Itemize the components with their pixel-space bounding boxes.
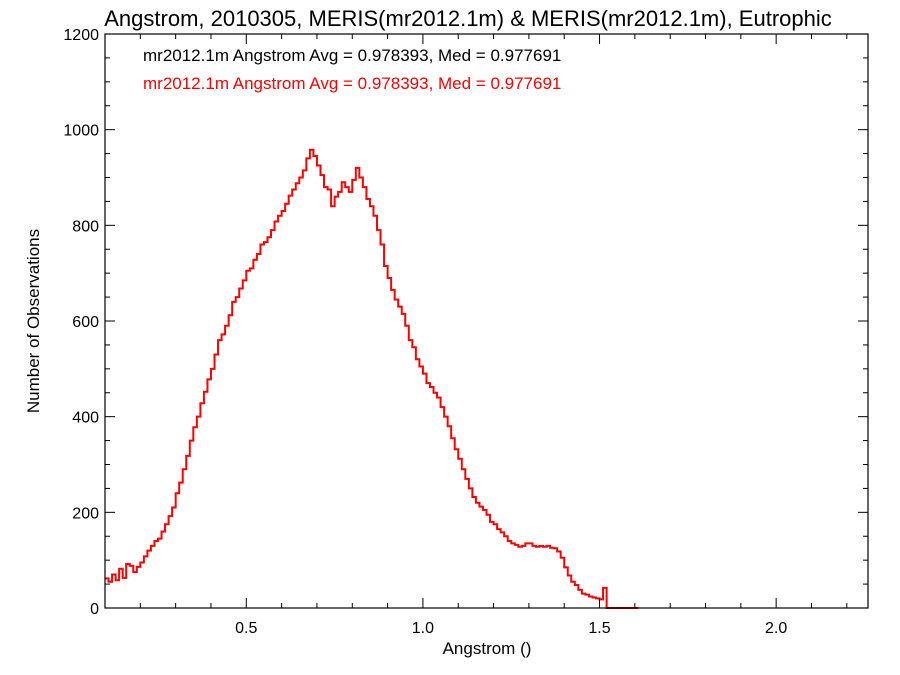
legend-entry: mr2012.1m Angstrom Avg = 0.978393, Med =… bbox=[143, 46, 561, 65]
plot-area: 0.5 1.0 1.5 2.0 0 200 400 600 800 1000 1200 bbox=[63, 27, 869, 637]
y-tick-label: 400 bbox=[72, 410, 99, 427]
chart-title: Angstrom, 2010305, MERIS(mr2012.1m) & ME… bbox=[104, 6, 832, 31]
x-tick-label: 1.5 bbox=[588, 620, 610, 637]
legend-entry: mr2012.1m Angstrom Avg = 0.978393, Med =… bbox=[143, 74, 561, 93]
x-tick-label: 2.0 bbox=[765, 620, 787, 637]
y-tick-label: 0 bbox=[90, 601, 99, 618]
plot-frame bbox=[104, 33, 869, 609]
x-axis-label: Angstrom () bbox=[443, 639, 532, 658]
y-tick-label: 200 bbox=[72, 505, 99, 522]
x-axis: 0.5 1.0 1.5 2.0 bbox=[104, 34, 848, 637]
x-tick-label: 0.5 bbox=[235, 620, 257, 637]
y-tick-label: 1000 bbox=[63, 123, 99, 140]
histogram-series-line bbox=[105, 148, 639, 609]
legend: mr2012.1m Angstrom Avg = 0.978393, Med =… bbox=[143, 46, 561, 93]
y-axis-label: Number of Observations bbox=[24, 229, 43, 413]
x-tick-label: 1.0 bbox=[412, 620, 434, 637]
y-axis: 0 200 400 600 800 1000 1200 bbox=[63, 27, 868, 618]
y-tick-label: 1200 bbox=[63, 27, 99, 44]
y-tick-label: 600 bbox=[72, 314, 99, 331]
y-tick-label: 800 bbox=[72, 218, 99, 235]
